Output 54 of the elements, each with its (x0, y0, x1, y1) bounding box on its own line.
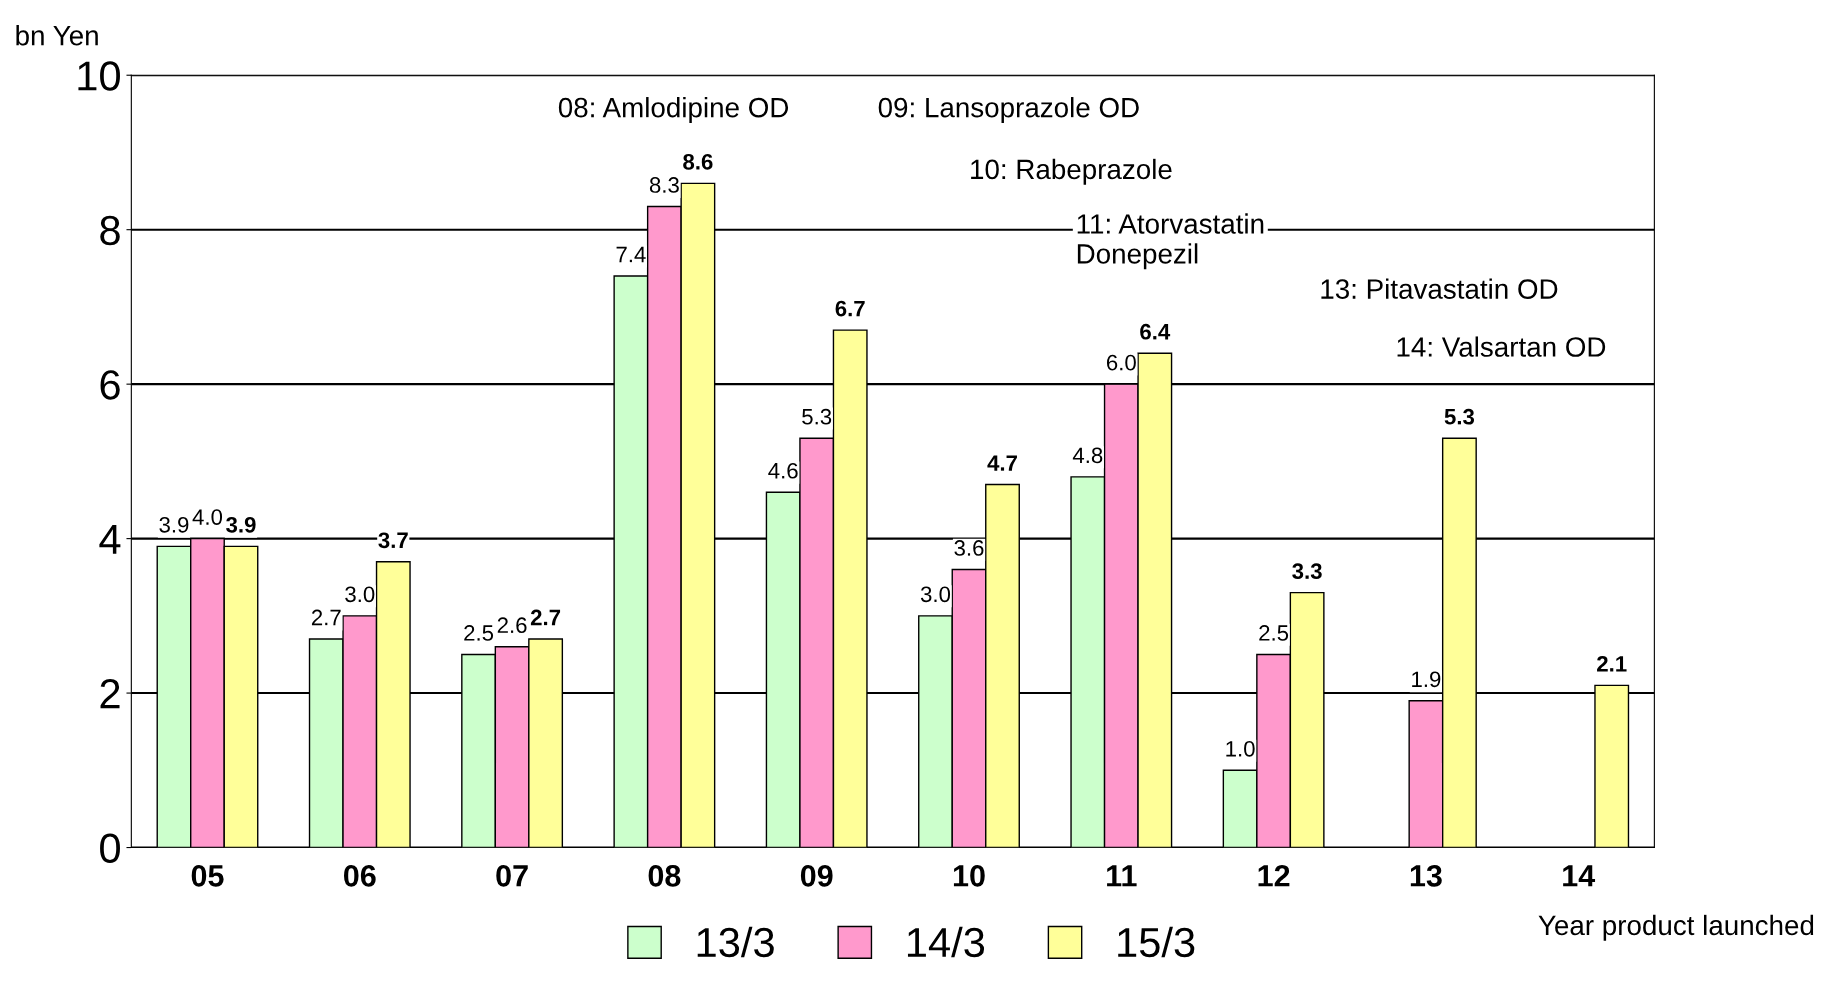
x-tick-label: 09 (800, 865, 833, 887)
data-label: 2.5 (464, 625, 494, 641)
x-tick-label: 10 (953, 865, 985, 887)
data-label: 2.7 (530, 609, 561, 626)
data-label: 3.9 (159, 516, 189, 533)
y-tick-label: 10 (78, 61, 120, 91)
y-tick-label: 0 (100, 833, 120, 864)
data-label: 3.0 (920, 586, 951, 603)
data-label: 2.7 (311, 609, 341, 626)
y-tick-label: 4 (99, 525, 121, 554)
data-label: 3.6 (954, 540, 984, 556)
annotation: 13: Pitavastatin OD (1321, 278, 1558, 299)
y-tick-label: 8 (100, 215, 120, 246)
data-label: 6.4 (1140, 323, 1171, 340)
annotation: 14: Valsartan OD (1397, 336, 1606, 357)
data-label: 6.7 (835, 300, 865, 317)
annotation: 11: Atorvastatin Donepezil (1077, 213, 1264, 270)
y-tick-label: 2 (100, 679, 120, 709)
x-tick-label: 08 (648, 865, 681, 887)
data-label: 4.8 (1072, 447, 1103, 464)
data-label: 1.9 (1412, 671, 1441, 688)
data-label: 5.3 (1444, 408, 1475, 425)
data-label: 7.4 (616, 246, 646, 263)
y-axis-title: bn Yen (16, 25, 98, 46)
legend-label: 13/3 (697, 926, 774, 958)
x-tick-label: 06 (344, 865, 376, 887)
annotation: 09: Lansoprazole OD (878, 97, 1139, 123)
data-label: 2.6 (497, 617, 527, 634)
data-label: 3.3 (1292, 563, 1322, 580)
x-tick-label: 13 (1410, 865, 1442, 887)
annotation: 10: Rabeprazole (971, 158, 1172, 185)
data-label: 3.0 (345, 586, 375, 603)
data-label: 6.0 (1106, 354, 1136, 371)
x-axis-title: Year product launched (1538, 914, 1814, 941)
data-label: 8.3 (649, 177, 679, 193)
x-tick-label: 11 (1107, 865, 1137, 887)
legend-label: 14/3 (907, 926, 985, 958)
data-label: 8.6 (683, 153, 713, 170)
y-tick-label: 6 (100, 370, 120, 400)
x-tick-label: 05 (191, 865, 224, 887)
data-label: 2.5 (1259, 625, 1289, 641)
x-tick-label: 07 (496, 865, 528, 887)
data-label: 4.0 (192, 509, 223, 525)
data-label: 5.3 (802, 408, 832, 425)
x-tick-label: 12 (1258, 865, 1290, 887)
data-label: 4.6 (768, 462, 798, 479)
data-label: 2.1 (1597, 655, 1627, 672)
data-label: 3.7 (378, 532, 408, 549)
x-tick-label: 14 (1563, 865, 1596, 887)
data-label: 1.0 (1226, 740, 1255, 757)
data-label: 4.7 (987, 455, 1017, 471)
annotation: 08: Amlodipine OD (558, 97, 789, 123)
legend-label: 15/3 (1118, 926, 1195, 958)
data-label: 3.9 (226, 516, 256, 533)
